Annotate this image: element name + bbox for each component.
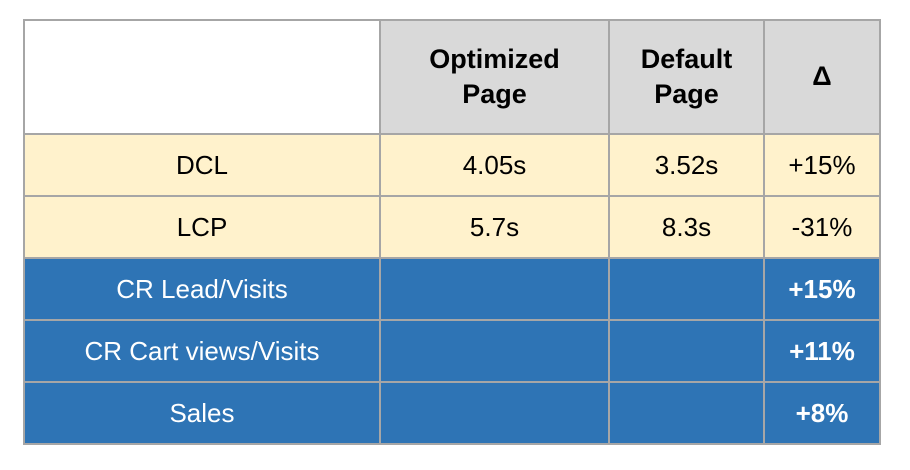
- optimized-value-cell: 4.05s: [379, 133, 610, 197]
- row-label-cell: CR Cart views/Visits: [23, 319, 381, 383]
- optimized-value-cell: [379, 319, 610, 383]
- table-row-sales: Sales +8%: [23, 381, 881, 445]
- delta-value-cell: +11%: [763, 319, 881, 383]
- delta-value-cell: +15%: [763, 133, 881, 197]
- table-row-dcl: DCL 4.05s 3.52s +15%: [23, 133, 881, 197]
- default-value-cell: [608, 319, 765, 383]
- optimized-value-cell: [379, 381, 610, 445]
- header-default-page: Default Page: [608, 19, 765, 135]
- header-delta: Δ: [763, 19, 881, 135]
- row-label-cell: CR Lead/Visits: [23, 257, 381, 321]
- row-label-cell: DCL: [23, 133, 381, 197]
- delta-value-cell: -31%: [763, 195, 881, 259]
- default-value-cell: [608, 257, 765, 321]
- header-optimized-page: Optimized Page: [379, 19, 610, 135]
- optimized-value-cell: [379, 257, 610, 321]
- delta-value-cell: +8%: [763, 381, 881, 445]
- default-value-cell: 3.52s: [608, 133, 765, 197]
- table-row-cr-lead-visits: CR Lead/Visits +15%: [23, 257, 881, 321]
- default-value-cell: [608, 381, 765, 445]
- header-corner-cell: [23, 19, 381, 135]
- table-row-lcp: LCP 5.7s 8.3s -31%: [23, 195, 881, 259]
- header-row: Optimized Page Default Page Δ: [23, 19, 881, 135]
- table-row-cr-cart-views-visits: CR Cart views/Visits +11%: [23, 319, 881, 383]
- row-label-cell: Sales: [23, 381, 381, 445]
- optimized-value-cell: 5.7s: [379, 195, 610, 259]
- row-label-cell: LCP: [23, 195, 381, 259]
- delta-value-cell: +15%: [763, 257, 881, 321]
- default-value-cell: 8.3s: [608, 195, 765, 259]
- metrics-table: Optimized Page Default Page Δ DCL 4.05s …: [23, 19, 881, 445]
